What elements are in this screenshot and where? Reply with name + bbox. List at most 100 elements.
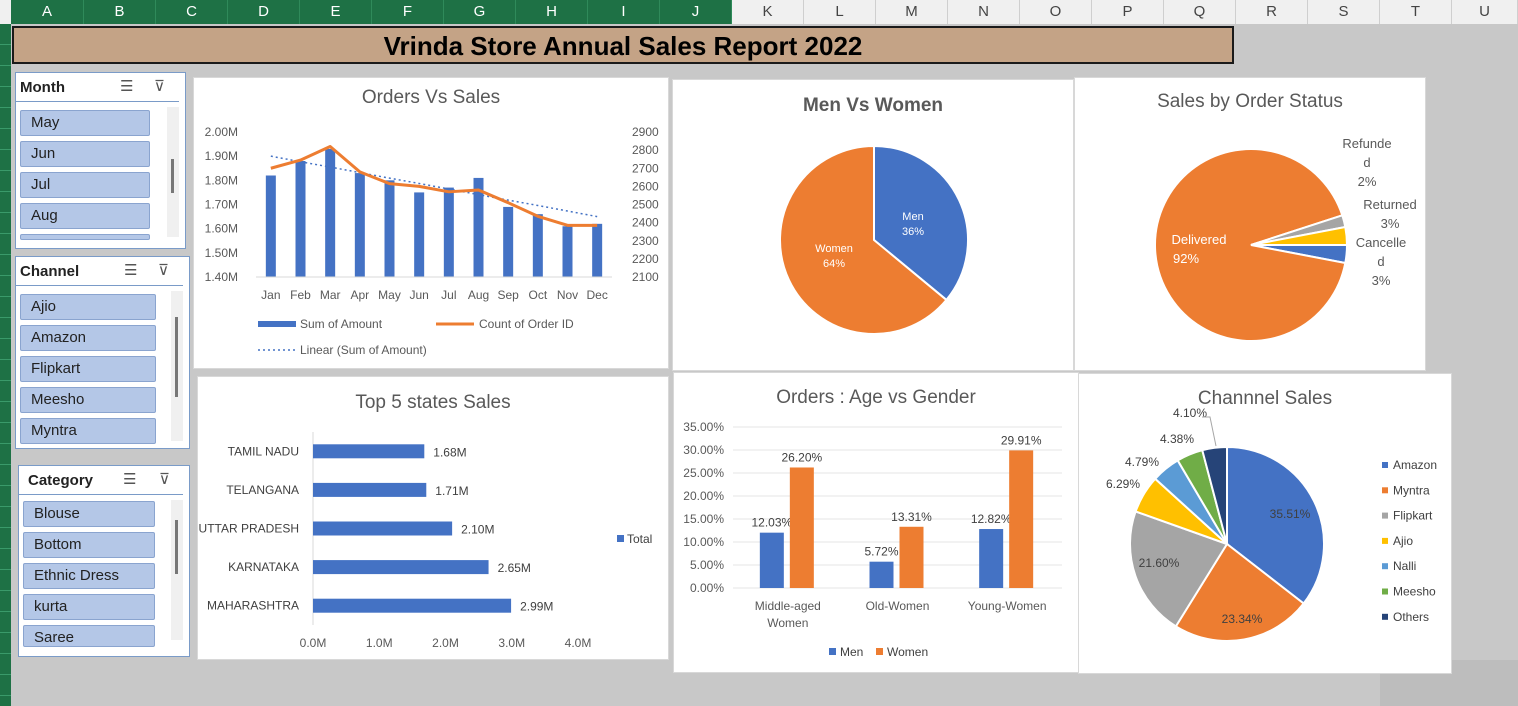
- slicer-item[interactable]: May: [20, 110, 150, 136]
- slicer-item[interactable]: Jun: [20, 141, 150, 167]
- multi-select-icon[interactable]: ☰: [124, 262, 138, 279]
- column-header-R[interactable]: R: [1236, 0, 1308, 24]
- slicer-scrollbar[interactable]: [171, 500, 183, 640]
- bar-state-total: [313, 444, 425, 459]
- channel-sales-slice-amazon: [1226, 445, 1325, 605]
- clear-filter-icon[interactable]: ⊽: [154, 78, 165, 95]
- slice-pct: 92%: [1173, 251, 1199, 266]
- x-tick-label: Old-Women: [866, 599, 930, 613]
- slicer-item[interactable]: Blouse: [23, 501, 155, 527]
- slice-pct: 4.79%: [1125, 455, 1159, 469]
- chart-top-states[interactable]: Top 5 states Sales TAMIL NADU 1.68M TELANG…: [197, 376, 669, 660]
- data-label: 12.03%: [751, 516, 792, 530]
- x-tick-label: 1.0M: [366, 636, 393, 650]
- chart-orders-vs-sales[interactable]: Orders Vs Sales 1.40M 1.50M 1.60M 1.70M 1.80…: [193, 77, 669, 369]
- scrollbar-thumb[interactable]: [175, 317, 178, 397]
- y-left-tick-label: 1.80M: [205, 173, 238, 187]
- x-tick-label: Jul: [441, 288, 456, 302]
- channel-sales-slice-others: [1201, 445, 1228, 545]
- slicer-scrollbar[interactable]: [167, 107, 179, 237]
- legend-label: Count of Order ID: [479, 317, 574, 331]
- slicer-item[interactable]: Aug: [20, 203, 150, 229]
- chart-age-vs-gender[interactable]: Orders : Age vs Gender 0.00% 5.00% 10.00% 1…: [673, 372, 1079, 673]
- column-header-K[interactable]: K: [732, 0, 804, 24]
- slicer-item[interactable]: Myntra: [20, 418, 156, 444]
- y-right-tick-label: 2700: [632, 161, 659, 175]
- column-header-T[interactable]: T: [1380, 0, 1452, 24]
- multi-select-icon[interactable]: ☰: [123, 471, 137, 488]
- column-header-H[interactable]: H: [516, 0, 588, 24]
- slicer-item[interactable]: Bottom: [23, 532, 155, 558]
- clear-filter-icon[interactable]: ⊽: [159, 471, 170, 488]
- column-header-E[interactable]: E: [300, 0, 372, 24]
- slicer-item[interactable]: Saree: [23, 625, 155, 647]
- legend-swatch-others: [1382, 613, 1388, 620]
- slicer-scrollbar[interactable]: [171, 291, 183, 441]
- column-header-S[interactable]: S: [1308, 0, 1380, 24]
- slice-pct: 64%: [823, 258, 845, 270]
- column-header-B[interactable]: B: [84, 0, 156, 24]
- row-header-line: [0, 506, 11, 507]
- channel-sales-slice-myntra: [1174, 542, 1306, 642]
- column-header-D[interactable]: D: [228, 0, 300, 24]
- bar-men: [979, 529, 1004, 588]
- column-header-L[interactable]: L: [804, 0, 876, 24]
- clear-filter-icon[interactable]: ⊽: [158, 262, 169, 279]
- x-tick-label: Women: [767, 616, 808, 630]
- column-header-N[interactable]: N: [948, 0, 1020, 24]
- chart-order-status[interactable]: Sales by Order Status Delivered 92% Refund…: [1074, 77, 1426, 371]
- slicer-item[interactable]: Flipkart: [20, 356, 156, 382]
- slicer-item[interactable]: Meesho: [20, 387, 156, 413]
- slicer-item[interactable]: Ethnic Dress: [23, 563, 155, 589]
- legend-label: Men: [840, 645, 863, 659]
- chart-channel-sales[interactable]: Channnel Sales 35.51% 23.34% 21.60% 6.29% 4.…: [1078, 373, 1452, 674]
- legend-label: Women: [887, 645, 928, 659]
- multi-select-icon[interactable]: ☰: [120, 78, 134, 95]
- chart-title: Top 5 states Sales: [355, 392, 511, 413]
- column-header-M[interactable]: M: [876, 0, 948, 24]
- slicer-item-partial[interactable]: [20, 234, 150, 240]
- slicer-title: Category: [28, 472, 94, 489]
- slice-label: Refunde: [1342, 136, 1391, 151]
- bar-sum-of-amount: [414, 192, 425, 277]
- column-header-P[interactable]: P: [1092, 0, 1164, 24]
- slice-label: d: [1377, 254, 1384, 269]
- bar-sum-of-amount: [443, 187, 454, 277]
- column-header-C[interactable]: C: [156, 0, 228, 24]
- column-header-F[interactable]: F: [372, 0, 444, 24]
- y-right-tick-label: 2300: [632, 234, 659, 248]
- slicer-month[interactable]: Month ☰ ⊽ May Jun Jul Aug: [15, 72, 186, 249]
- bar-sum-of-amount: [384, 180, 395, 277]
- men-vs-women-slice-women: [779, 144, 948, 335]
- column-header-Q[interactable]: Q: [1164, 0, 1236, 24]
- column-header-J[interactable]: J: [660, 0, 732, 24]
- row-header-line: [0, 380, 11, 381]
- y-right-tick-label: 2800: [632, 143, 659, 157]
- slicer-channel[interactable]: Channel ☰ ⊽ Ajio Amazon Flipkart Meesho …: [15, 256, 190, 449]
- column-header-O[interactable]: O: [1020, 0, 1092, 24]
- scrollbar-thumb[interactable]: [171, 159, 174, 193]
- data-label: 2.65M: [498, 561, 531, 575]
- slicer-category[interactable]: Category ☰ ⊽ Blouse Bottom Ethnic Dress …: [18, 465, 190, 657]
- slicer-item[interactable]: Amazon: [20, 325, 156, 351]
- column-header-A[interactable]: A: [11, 0, 84, 24]
- slicer-item[interactable]: kurta: [23, 594, 155, 620]
- column-header-I[interactable]: I: [588, 0, 660, 24]
- column-header-G[interactable]: G: [444, 0, 516, 24]
- legend-swatch-nalli: [1382, 563, 1388, 570]
- legend-swatch-flipkart: [1382, 512, 1388, 519]
- row-header-line: [0, 317, 11, 318]
- column-header-U[interactable]: U: [1452, 0, 1518, 24]
- chart-men-vs-women[interactable]: Men Vs Women Men 36% Women 64%: [672, 79, 1074, 371]
- scrollbar-thumb[interactable]: [175, 520, 178, 574]
- x-tick-label: Jun: [409, 288, 428, 302]
- row-header-line: [0, 65, 11, 66]
- row-header-line: [0, 254, 11, 255]
- slicer-title: Channel: [20, 263, 80, 280]
- slicer-item[interactable]: Ajio: [20, 294, 156, 320]
- slice-label: Returned: [1363, 197, 1416, 212]
- slicer-divider: [19, 494, 183, 495]
- slicer-item[interactable]: Jul: [20, 172, 150, 198]
- row-header-line: [0, 170, 11, 171]
- bar-women: [1009, 450, 1034, 588]
